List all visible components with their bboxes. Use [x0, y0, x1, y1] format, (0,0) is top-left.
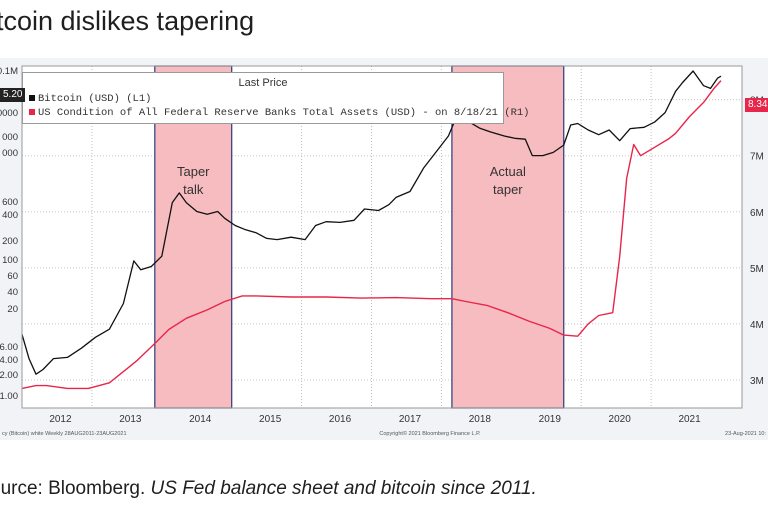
region-label-line: taper	[493, 182, 523, 197]
right-tick-label: 6M	[750, 208, 764, 219]
bitcoin-line	[21, 70, 722, 375]
x-tick-label: 2021	[678, 414, 701, 425]
plot-frame	[21, 65, 743, 409]
legend-fed-label: US Condition of All Federal Reserve Bank…	[38, 107, 530, 119]
region-label-line: Actual	[490, 164, 526, 179]
right-tick-label: 5M	[750, 264, 764, 275]
page-title: itcoin dislikes tapering	[0, 6, 255, 36]
source-caption: ource: Bloomberg. US Fed balance sheet a…	[0, 478, 537, 500]
right-tick-label: 3M	[750, 376, 764, 387]
fed-swatch-icon	[29, 109, 35, 116]
left-tick-label: 600	[2, 197, 18, 208]
x-tick-label: 2013	[119, 414, 142, 425]
btc-last-tag: 5.20	[0, 88, 26, 102]
left-tick-label: 20	[7, 304, 18, 315]
left-tick-label: 000	[2, 132, 18, 143]
left-tick-label: 100	[2, 255, 18, 266]
source-prefix: ource: Bloomberg.	[0, 478, 146, 499]
x-tick-label: 2015	[259, 414, 282, 425]
legend-fed: US Condition of All Federal Reserve Bank…	[29, 107, 529, 119]
x-tick-label: 2020	[609, 414, 632, 425]
left-tick-label: 0.1M	[0, 66, 18, 77]
left-tick-label: 4.00	[0, 355, 18, 366]
x-tick-label: 2016	[329, 414, 352, 425]
legend-btc-label: Bitcoin (USD) (L1)	[38, 93, 152, 105]
left-tick-label: 400	[2, 210, 18, 221]
x-tick-label: 2018	[469, 414, 492, 425]
x-tick-label: 2017	[399, 414, 422, 425]
footer-right: 23-Aug-2021 10:	[725, 431, 766, 437]
legend-btc: Bitcoin (USD) (L1)	[29, 93, 151, 105]
right-tick-label: 7M	[750, 152, 764, 163]
chart-legend: Last Price Bitcoin (USD) (L1) US Conditi…	[22, 72, 529, 124]
left-tick-label: 1.00	[0, 391, 18, 402]
region-label: Actual taper	[490, 164, 526, 197]
region-label-line: talk	[183, 182, 204, 197]
fed-assets-line	[21, 80, 722, 390]
x-tick-label: 2012	[49, 414, 72, 425]
x-tick-label: 2014	[189, 414, 212, 425]
footer-center: Copyright© 2021 Bloomberg Finance L.P.	[379, 430, 481, 437]
region-label-line: Taper	[177, 164, 210, 179]
footer-left: cy (Bitcoin) white Weekly 28AUG2011-23AU…	[2, 431, 127, 437]
left-tick-label: 000	[2, 148, 18, 159]
left-tick-label: 40	[7, 287, 18, 298]
left-tick-label: 6.00	[0, 342, 18, 353]
fed-last-tag: 8.34	[745, 98, 768, 112]
left-tick-label: 2.00	[0, 370, 18, 381]
left-tick-label: 200	[2, 236, 18, 247]
legend-header: Last Price	[238, 77, 288, 89]
right-tick-label: 4M	[750, 320, 764, 331]
x-tick-label: 2019	[539, 414, 562, 425]
source-italic: US Fed balance sheet and bitcoin since 2…	[150, 478, 537, 499]
btc-swatch-icon	[29, 95, 35, 102]
left-tick-label: 60	[7, 271, 18, 282]
region-label: Taper talk	[177, 164, 210, 197]
